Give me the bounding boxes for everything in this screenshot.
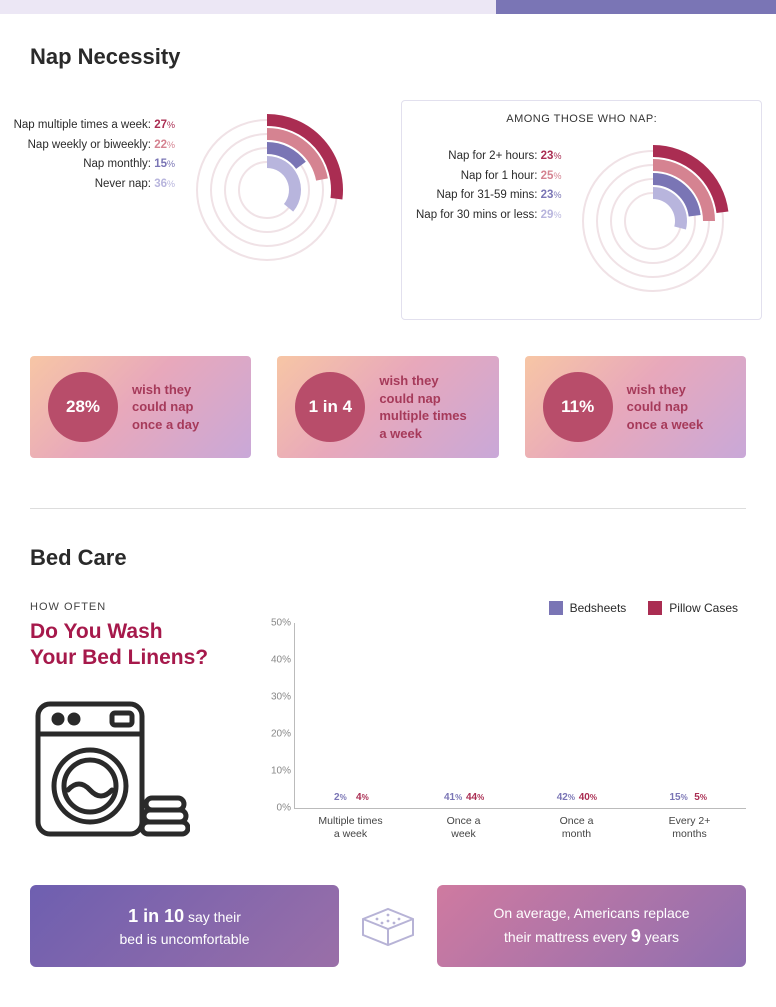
section-divider xyxy=(30,508,746,509)
stat-value: 11% xyxy=(543,372,613,442)
mattress-icon xyxy=(357,905,419,947)
bed-uncomfortable-banner: 1 in 10 say their bed is uncomfortable xyxy=(30,885,339,967)
radial-label: Never nap: 36% xyxy=(14,175,175,195)
x-axis-label: Once amonth xyxy=(520,809,633,843)
radial-label: Nap multiple times a week: 27% xyxy=(14,116,175,136)
nap-duration-heading: AMONG THOSE WHO NAP: xyxy=(402,113,761,125)
nap-duration-radial xyxy=(573,141,733,301)
bedcare-question: Do You WashYour Bed Linens? xyxy=(30,619,230,672)
bedcare-legend: Bedsheets Pillow Cases xyxy=(260,601,746,615)
radial-label: Nap for 31-59 mins: 23% xyxy=(416,186,561,206)
nap-frequency-radial xyxy=(187,110,347,270)
nap-necessity-section: Nap Necessity Nap multiple times a week:… xyxy=(30,44,746,458)
nap-duration-chart: AMONG THOSE WHO NAP: Nap for 2+ hours: 2… xyxy=(401,100,762,320)
x-axis-label: Every 2+months xyxy=(633,809,746,843)
bed-care-section: Bed Care HOW OFTEN Do You WashYour Bed L… xyxy=(30,545,746,967)
nap-title: Nap Necessity xyxy=(30,44,746,70)
nap-wish-cards: 28% wish theycould naponce a day 1 in 4 … xyxy=(30,356,746,458)
x-axis-label: Once aweek xyxy=(407,809,520,843)
decorative-top-bar xyxy=(0,0,776,14)
bar-group: 42% 40% xyxy=(521,623,634,808)
bedcare-subhead: HOW OFTEN xyxy=(30,601,230,613)
radial-label: Nap for 1 hour: 25% xyxy=(416,167,561,187)
radial-label: Nap for 30 mins or less: 29% xyxy=(416,206,561,226)
bedcare-bar-chart: 0%10%20%30%40%50% 2% 4% 41% xyxy=(260,623,746,843)
nap-frequency-labels: Nap multiple times a week: 27%Nap weekly… xyxy=(14,110,175,194)
bedcare-title: Bed Care xyxy=(30,545,746,571)
radial-label: Nap monthly: 15% xyxy=(14,155,175,175)
stat-text: wish theycould naponce a week xyxy=(627,381,704,434)
legend-item: Pillow Cases xyxy=(648,601,738,615)
stat-value: 1 in 4 xyxy=(295,372,365,442)
nap-wish-card: 28% wish theycould naponce a day xyxy=(30,356,251,458)
stat-text: wish theycould napmultiple timesa week xyxy=(379,372,466,442)
stat-value: 28% xyxy=(48,372,118,442)
legend-item: Bedsheets xyxy=(549,601,627,615)
nap-duration-labels: Nap for 2+ hours: 23%Nap for 1 hour: 25%… xyxy=(416,141,561,225)
bar-group: 41% 44% xyxy=(408,623,521,808)
nap-wish-card: 11% wish theycould naponce a week xyxy=(525,356,746,458)
radial-label: Nap weekly or biweekly: 22% xyxy=(14,136,175,156)
x-axis-label: Multiple timesa week xyxy=(294,809,407,843)
nap-frequency-chart: Nap multiple times a week: 27%Nap weekly… xyxy=(14,100,361,284)
washing-machine-icon xyxy=(30,696,190,846)
radial-label: Nap for 2+ hours: 23% xyxy=(416,147,561,167)
bar-group: 2% 4% xyxy=(295,623,408,808)
mattress-replace-banner: On average, Americans replace their matt… xyxy=(437,885,746,967)
stat-text: wish theycould naponce a day xyxy=(132,381,199,434)
bar-group: 15% 5% xyxy=(633,623,746,808)
nap-wish-card: 1 in 4 wish theycould napmultiple timesa… xyxy=(277,356,498,458)
